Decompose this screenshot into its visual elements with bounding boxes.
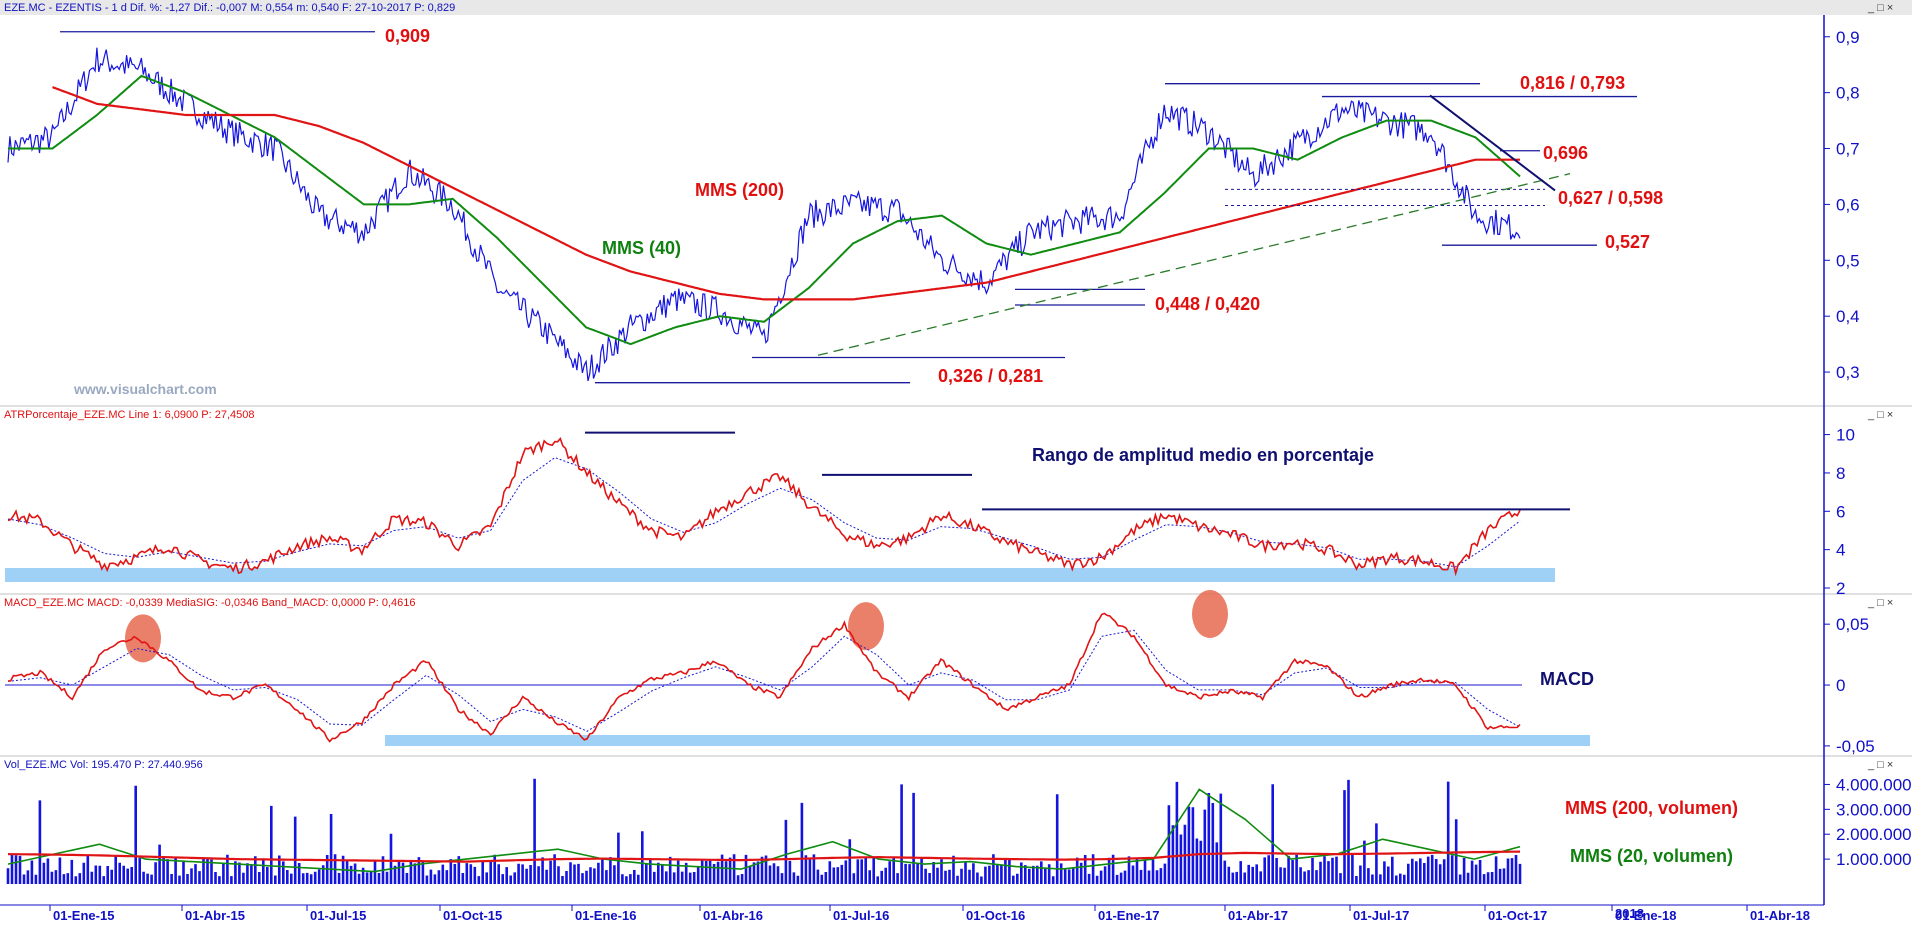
x-tick-label-0: 01-Ene-15 [53, 908, 114, 922]
price-tick-label-0: 0,3 [1836, 363, 1860, 382]
macd-peak-marker-1 [848, 602, 884, 651]
volume-tick-label-2: 3.000.000 [1836, 800, 1912, 819]
level-0326-label: 0,326 / 0,281 [938, 366, 1043, 386]
atr-title-label: Rango de amplitud medio en porcentaje [1032, 445, 1374, 465]
x-tick-label-5: 01-Abr-16 [703, 908, 763, 922]
level-0816-label: 0,816 / 0,793 [1520, 73, 1625, 93]
vol-panel-window-controls[interactable]: _ □ × [1867, 759, 1893, 771]
x-tick-label-1: 01-Abr-15 [185, 908, 245, 922]
atr-panel-window-controls[interactable]: _ □ × [1867, 409, 1893, 421]
x-year-label: 2018 [1615, 906, 1644, 921]
mms40-series-line [8, 74, 1521, 346]
atr-tick-label-2: 6 [1836, 502, 1845, 521]
macd-panel-window-controls[interactable]: _ □ × [1867, 597, 1893, 609]
macd-tick-label-0: 0,05 [1836, 615, 1869, 634]
price-tick-label-3: 0,6 [1836, 195, 1860, 214]
volume-panel: 1.000.000 2.000.000 3.000.000 4.000.000 [6, 775, 1912, 884]
volume-mms20-line [7, 788, 1521, 873]
mms40-label: MMS (40) [602, 238, 681, 258]
x-tick-label-3: 01-Oct-15 [443, 908, 502, 922]
atr-low-zone-band [5, 568, 1555, 582]
macd-tick-label-1: 0 [1836, 676, 1845, 695]
price-panel-window-controls[interactable]: _ □ × [1867, 2, 1893, 14]
volume-mms200-line [7, 850, 1521, 863]
atr-tick-label-1: 4 [1836, 541, 1845, 560]
level-0527-label: 0,527 [1605, 232, 1650, 252]
price-panel: 0,3 0,4 0,5 0,6 0,7 0,8 0,9 [7, 28, 1860, 384]
atr-main-line [7, 437, 1521, 577]
volume-tick-label-3: 4.000.000 [1836, 775, 1912, 794]
x-tick-label-6: 01-Jul-16 [833, 908, 889, 922]
atr-tick-label-0: 2 [1836, 579, 1845, 598]
volume-tick-label-1: 2.000.000 [1836, 825, 1912, 844]
macd-peak-marker-2 [1192, 590, 1228, 638]
price-tick-label-6: 0,9 [1836, 28, 1860, 47]
atr-tick-label-3: 8 [1836, 464, 1845, 483]
atr-panel-header: ATRPorcentaje_EZE.MC Line 1: 6,0900 P: 2… [4, 409, 255, 421]
macd-tick-label-2: -0,05 [1836, 737, 1875, 756]
x-tick-label-13: 01-Abr-18 [1750, 908, 1810, 922]
atr-tick-label-4: 10 [1836, 426, 1855, 445]
mms200-vol-label: MMS (200, volumen) [1565, 798, 1738, 818]
x-tick-label-7: 01-Oct-16 [966, 908, 1025, 922]
mms20-vol-label: MMS (20, volumen) [1570, 846, 1733, 866]
price-downtrend-line [1429, 94, 1556, 192]
macd-panel: 0,05 0 -0,05 [5, 590, 1875, 756]
level-0909-label: 0,909 [385, 26, 430, 46]
macd-low-zone-band [385, 735, 1590, 746]
x-tick-label-2: 01-Jul-15 [310, 908, 366, 922]
mms200-series-line [52, 86, 1520, 301]
macd-peak-marker-0 [125, 614, 161, 663]
x-tick-label-10: 01-Jul-17 [1353, 908, 1409, 922]
x-tick-label-9: 01-Abr-17 [1228, 908, 1288, 922]
price-uptrend-line [817, 173, 1571, 356]
level-0627-label: 0,627 / 0,598 [1558, 188, 1663, 208]
x-axis: 01-Ene-15 01-Abr-15 01-Jul-15 01-Oct-15 01-E… [0, 904, 1824, 923]
mms200-label: MMS (200) [695, 180, 784, 200]
x-tick-label-8: 01-Ene-17 [1098, 908, 1159, 922]
price-tick-label-2: 0,5 [1836, 251, 1860, 270]
price-series-line [7, 47, 1521, 382]
price-panel-header: EZE.MC - EZENTIS - 1 d Dif. %: -1,27 Dif… [4, 2, 455, 14]
macd-panel-header: MACD_EZE.MC MACD: -0,0339 MediaSIG: -0,0… [4, 597, 415, 609]
x-tick-label-12: 01-Ene-18 [1615, 908, 1676, 922]
x-tick-label-4: 01-Ene-16 [575, 908, 636, 922]
macd-main-line [7, 612, 1521, 743]
x-tick-label-11: 01-Oct-17 [1488, 908, 1547, 922]
watermark: www.visualchart.com [73, 381, 217, 397]
price-tick-label-4: 0,7 [1836, 140, 1860, 159]
atr-panel: 2 4 6 8 10 [5, 426, 1855, 598]
macd-label: MACD [1540, 669, 1594, 689]
atr-signal-line [7, 457, 1521, 568]
volume-tick-label-0: 1.000.000 [1836, 850, 1912, 869]
level-0448-label: 0,448 / 0,420 [1155, 294, 1260, 314]
price-tick-label-5: 0,8 [1836, 84, 1860, 103]
vol-panel-header: Vol_EZE.MC Vol: 195.470 P: 27.440.956 [4, 759, 203, 771]
price-tick-label-1: 0,4 [1836, 307, 1860, 326]
level-0696-label: 0,696 [1543, 143, 1588, 163]
